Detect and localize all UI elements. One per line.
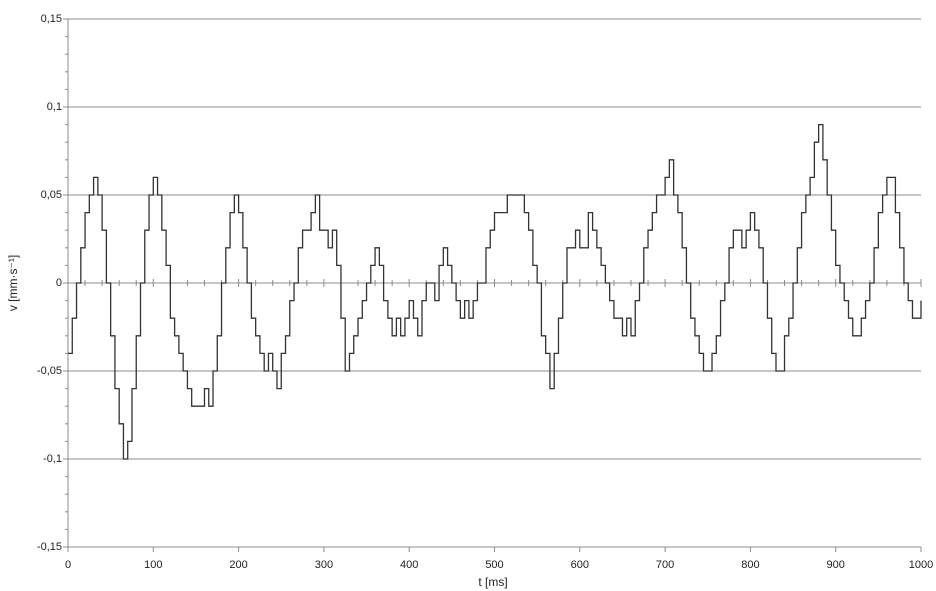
x-tick-label: 800 — [741, 559, 759, 571]
y-tick-label: 0 — [56, 277, 62, 289]
y-tick-label: 0,15 — [41, 13, 62, 25]
x-axis-title: t [ms] — [478, 575, 507, 589]
y-tick-label: -0,05 — [37, 365, 62, 377]
data-line — [68, 123, 922, 460]
x-tick-label: 500 — [485, 559, 503, 571]
x-tick-label: 400 — [400, 559, 418, 571]
x-tick-label: 1000 — [909, 559, 933, 571]
y-tick-label: 0,1 — [47, 101, 62, 113]
x-tick-label: 900 — [827, 559, 845, 571]
x-tick-label: 100 — [144, 559, 162, 571]
x-tick-label: 600 — [571, 559, 589, 571]
y-tick-label: -0,1 — [43, 453, 62, 465]
x-tick-label: 700 — [656, 559, 674, 571]
y-tick-label: -0,15 — [37, 541, 62, 553]
y-tick-label: 0,05 — [41, 189, 62, 201]
x-tick-label: 0 — [65, 559, 71, 571]
x-tick-label: 200 — [229, 559, 247, 571]
x-tick-label: 300 — [315, 559, 333, 571]
y-axis-title: v [mm·s⁻¹] — [6, 255, 20, 311]
